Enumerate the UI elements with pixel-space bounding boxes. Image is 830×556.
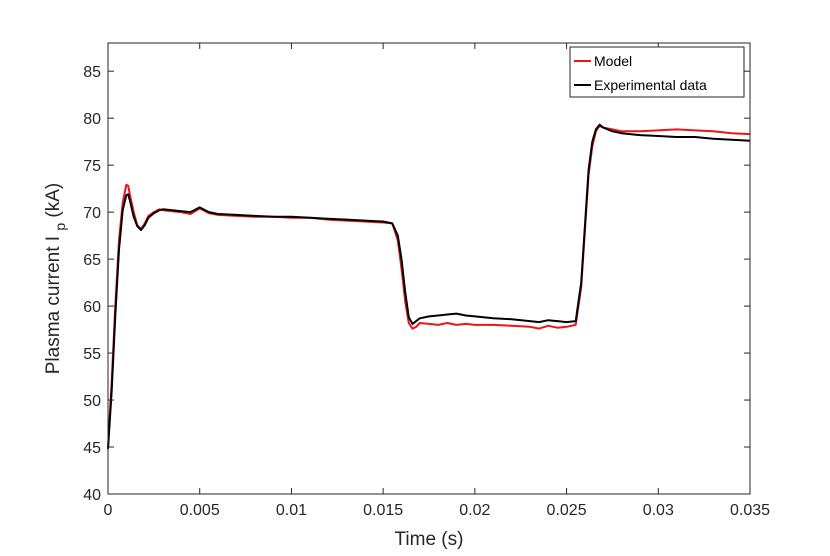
axes-box xyxy=(107,42,751,495)
y-tick-label: 55 xyxy=(83,346,101,363)
tick-layer: 0 0.005 0.01 0.015 0.02 0.025 0.03 0.035 40 45 50 5… xyxy=(83,43,770,519)
series-layer xyxy=(107,123,751,449)
x-tick-label: 0.005 xyxy=(180,502,220,519)
x-axis-label: Time (s) xyxy=(395,529,464,550)
y-tick-label: 70 xyxy=(83,205,101,222)
y-axis-label-unit: (kA) xyxy=(43,183,64,218)
x-tick-label: 0.025 xyxy=(547,502,587,519)
x-tick-label: 0.01 xyxy=(276,502,307,519)
y-axis-label-main: Plasma current I xyxy=(43,236,64,374)
legend-model-label: Model xyxy=(594,53,632,69)
plot-area xyxy=(108,43,750,494)
y-tick-label: 50 xyxy=(83,393,101,410)
x-tick-label: 0 xyxy=(104,502,113,519)
experimental-series-line xyxy=(107,123,751,449)
y-tick-label: 85 xyxy=(83,64,101,81)
legend-box xyxy=(569,46,745,98)
x-tick-label: 0.03 xyxy=(643,502,674,519)
y-tick-label: 60 xyxy=(83,299,101,316)
y-tick-label: 75 xyxy=(83,158,101,175)
y-axis-label-subscript: p xyxy=(52,223,68,231)
x-tick-label: 0.015 xyxy=(363,502,403,519)
y-tick-label: 65 xyxy=(83,252,101,269)
x-tick-label: 0.02 xyxy=(459,502,490,519)
y-tick-label: 80 xyxy=(83,111,101,128)
y-tick-label: 45 xyxy=(83,440,101,457)
x-tick-label: 0.035 xyxy=(730,502,770,519)
legend: Model Experimental data xyxy=(569,46,745,98)
legend-experimental-label: Experimental data xyxy=(594,77,707,93)
y-axis-label: Plasma current I p (kA) xyxy=(43,183,70,375)
y-tick-label: 40 xyxy=(83,487,101,504)
